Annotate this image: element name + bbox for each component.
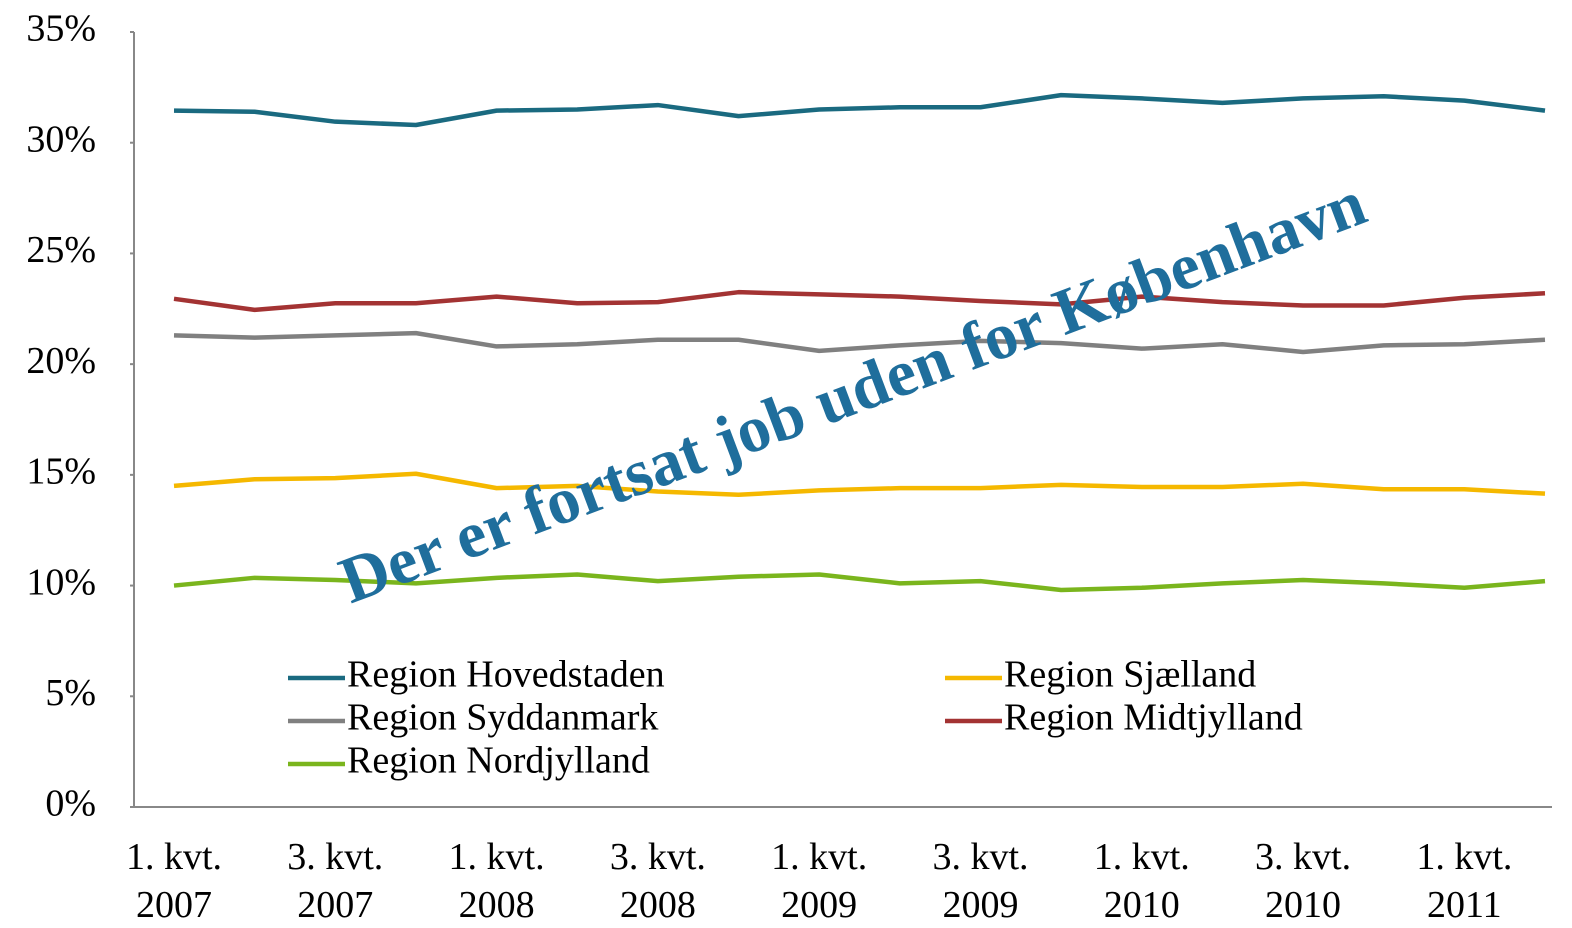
- x-tick-label: 1. kvt. 2010: [1094, 836, 1190, 926]
- y-tick-label: 15%: [26, 451, 96, 493]
- y-tick-label: 30%: [26, 118, 96, 160]
- legend-label: Region Midtjylland: [1004, 697, 1303, 739]
- x-tick-label: 1. kvt. 2009: [771, 836, 867, 926]
- x-tick-label: 3. kvt. 2007: [287, 836, 383, 926]
- x-tick-label: 3. kvt. 2008: [610, 836, 706, 926]
- annotation: Der er fortsat job uden for København: [330, 166, 1375, 617]
- x-tick-label: 3. kvt. 2010: [1255, 836, 1351, 926]
- y-tick-label: 35%: [26, 8, 96, 50]
- y-tick-label: 25%: [26, 229, 96, 271]
- legend-label: Region Syddanmark: [347, 697, 658, 739]
- y-tick-label: 5%: [45, 672, 96, 714]
- y-tick-label: 0%: [45, 783, 96, 825]
- x-tick-label: 3. kvt. 2009: [932, 836, 1028, 926]
- line: [173, 471, 1546, 498]
- x-tick-label: 1. kvt. 2007: [126, 836, 222, 926]
- legend-label: Region Sjælland: [1004, 654, 1256, 696]
- y-tick-label: 10%: [26, 561, 96, 603]
- line: [173, 289, 1546, 313]
- legend-label: Region Hovedstaden: [347, 654, 665, 696]
- line: [173, 92, 1546, 128]
- y-tick-label: 20%: [26, 340, 96, 382]
- line: [173, 330, 1546, 355]
- x-tick-label: 1. kvt. 2011: [1416, 836, 1512, 926]
- line: [173, 572, 1546, 593]
- x-tick-label: 1. kvt. 2008: [449, 836, 545, 926]
- legend-label: Region Nordjylland: [347, 740, 650, 782]
